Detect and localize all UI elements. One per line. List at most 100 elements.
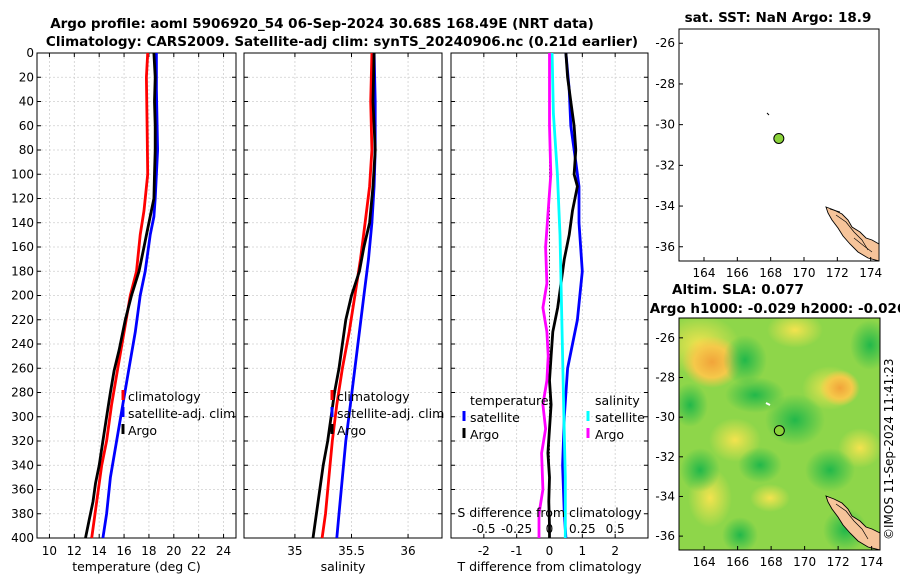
x-tick-label: 20 — [166, 544, 181, 558]
y-tick-label: 280 — [11, 386, 34, 400]
legend-label: Argo — [337, 423, 366, 438]
x-axis-label: salinity — [321, 559, 366, 574]
map-y-tick-label: -36 — [655, 529, 675, 543]
x-tick-label: 18 — [141, 544, 156, 558]
y-tick-label: 300 — [11, 410, 34, 424]
imos-timestamp: ©IMOS 11-Sep-2024 11:41:23 — [882, 358, 896, 540]
series-line-climatology — [320, 52, 374, 539]
s-tick-label: 0 — [546, 522, 554, 536]
x-tick-label: 35.5 — [338, 544, 365, 558]
legend-label: climatology — [337, 389, 410, 404]
map-y-tick-label: -34 — [655, 489, 675, 503]
y-tick-label: 200 — [11, 289, 34, 303]
y-tick-label: 80 — [19, 143, 34, 157]
x-tick-label: 36 — [400, 544, 415, 558]
series-line-t-satellite — [561, 52, 584, 539]
map-x-tick-label: 166 — [726, 266, 749, 280]
sst-map-axes: 164 166 168 170 172 174 -26 -28 -30 -32 -34 -36 — [655, 36, 882, 280]
map-y-tick-label: -32 — [655, 450, 675, 464]
map-x-tick-label: 172 — [827, 555, 850, 569]
map-x-tick-label: 170 — [793, 266, 816, 280]
map-y-tick-label: -30 — [655, 410, 675, 424]
sst-map — [678, 28, 880, 262]
legend-label: Argo — [470, 427, 499, 442]
map-x-tick-label: 168 — [760, 555, 783, 569]
legend-label: climatology — [128, 389, 201, 404]
y-tick-label: 340 — [11, 458, 34, 472]
legend-label: Argo — [595, 427, 624, 442]
map-y-tick-label: -32 — [655, 158, 675, 172]
s-tick-label: -0.5 — [472, 522, 495, 536]
sst-map-title: sat. SST: NaN Argo: 18.9 — [685, 10, 872, 26]
x-tick-label: 10 — [42, 544, 57, 558]
series-line-argo — [311, 52, 377, 539]
x-tick-label: 2 — [611, 544, 619, 558]
x-tick-label: 0 — [546, 544, 554, 558]
float-position-marker — [773, 132, 785, 144]
y-tick-label: 380 — [11, 507, 34, 521]
x-axis-label: T difference from climatology — [456, 559, 642, 574]
map-x-tick-label: 170 — [793, 555, 816, 569]
y-tick-label: 20 — [19, 70, 34, 84]
series-line-argo — [84, 52, 157, 539]
figure-title-line1: Argo profile: aoml 5906920_54 06-Sep-202… — [50, 16, 594, 32]
map-y-tick-label: -28 — [655, 77, 675, 91]
map-x-tick-label: 166 — [726, 555, 749, 569]
series-line-s-satellite — [550, 52, 567, 538]
legend-label: satellite — [595, 410, 645, 425]
y-tick-label: 260 — [11, 361, 34, 375]
x-tick-label: 14 — [92, 544, 107, 558]
map-y-tick-label: -26 — [655, 36, 675, 50]
y-tick-label: 320 — [11, 434, 34, 448]
x-tick-label: 16 — [116, 544, 131, 558]
sla-map-title-line1: Altim. SLA: 0.077 — [672, 282, 804, 298]
map-x-tick-label: 164 — [693, 555, 716, 569]
y-tick-label: 180 — [11, 264, 34, 278]
map-y-tick-label: -28 — [655, 370, 675, 384]
map-y-tick-label: -36 — [655, 240, 675, 254]
legend-label: satellite-adj. clim — [128, 406, 235, 421]
y-tick-label: 160 — [11, 240, 34, 254]
legend-title: salinity — [595, 393, 640, 408]
salinity-panel: 35 35.5 36 salinity climatology satellite-adj… — [243, 52, 444, 574]
x-tick-label: 24 — [216, 544, 231, 558]
y-tick-label: 120 — [11, 192, 34, 206]
series-line-s-argo — [537, 53, 553, 538]
x-axis-label: temperature (deg C) — [72, 559, 201, 574]
sla-map-axes: 164 166 168 170 172 174 -26 -28 -30 -32 -34 -36 — [655, 331, 883, 569]
float-position-marker — [773, 425, 785, 437]
temperature-panel: 10 12 14 16 18 20 22 24020406080100120140160180… — [11, 46, 237, 574]
x-tick-label: -2 — [478, 544, 490, 558]
map-x-tick-label: 174 — [859, 266, 882, 280]
legend-title: temperature — [470, 393, 549, 408]
y-tick-label: 240 — [11, 337, 34, 351]
y-tick-label: 40 — [19, 95, 34, 109]
y-tick-label: 100 — [11, 167, 34, 181]
map-x-tick-label: 168 — [759, 266, 782, 280]
sla-map-title-line2: Argo h1000: -0.029 h2000: -0.026 — [650, 301, 900, 317]
y-tick-label: 400 — [11, 531, 34, 545]
s-axis-label: S difference from climatology — [457, 505, 642, 520]
x-tick-label: -1 — [511, 544, 523, 558]
legend-label: satellite — [470, 410, 520, 425]
figure-title-line2: Climatology: CARS2009. Satellite-adj cli… — [46, 34, 638, 50]
map-y-tick-label: -30 — [655, 118, 675, 132]
s-tick-label: -0.25 — [501, 522, 532, 536]
y-tick-label: 220 — [11, 313, 34, 327]
difference-panel: -2 -1 0 1 2T difference from climatology temp… — [450, 52, 649, 574]
x-tick-label: 12 — [67, 544, 82, 558]
s-tick-label: 0.25 — [569, 522, 596, 536]
map-x-tick-label: 164 — [693, 266, 716, 280]
x-tick-label: 1 — [579, 544, 587, 558]
y-tick-label: 0 — [26, 46, 34, 60]
map-x-tick-label: 174 — [860, 555, 883, 569]
series-line-satellite-adj-clim — [101, 53, 159, 539]
s-tick-label: 0.5 — [606, 522, 625, 536]
map-y-tick-label: -34 — [655, 199, 675, 213]
y-tick-label: 140 — [11, 216, 34, 230]
map-y-tick-label: -26 — [655, 331, 675, 345]
legend-label: satellite-adj. clim — [337, 406, 444, 421]
x-tick-label: 35 — [287, 544, 302, 558]
sst-coastline — [766, 112, 879, 261]
